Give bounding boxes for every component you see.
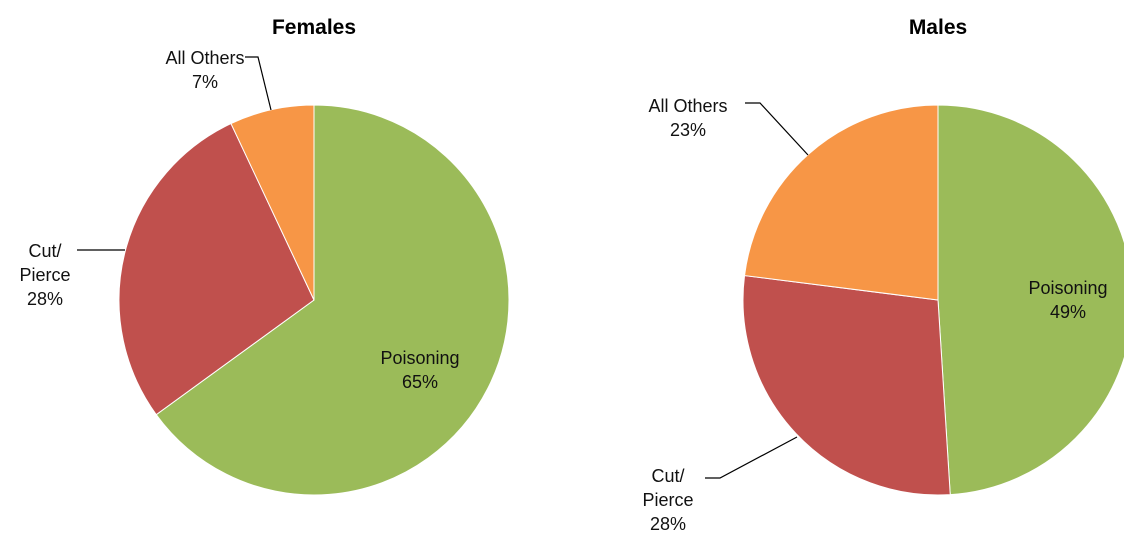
category-name: All Others	[165, 48, 245, 68]
slice-label: All Others 23%	[648, 94, 727, 142]
pie-slice	[742, 275, 951, 496]
value-label: 23%	[669, 120, 707, 140]
value-label: 28%	[649, 514, 687, 534]
pie-slice	[118, 122, 315, 416]
pie-slice	[937, 104, 1124, 496]
leader-line	[245, 56, 272, 111]
pie-slice	[743, 104, 939, 301]
slice-label: Poisoning 49%	[1028, 276, 1107, 324]
slice-label: Cut/ Pierce 28%	[15, 239, 75, 311]
leader-line	[705, 436, 798, 479]
slice-label: Poisoning 65%	[380, 346, 459, 394]
slice-label: Cut/ Pierce 28%	[638, 464, 698, 536]
value-label: 65%	[401, 372, 439, 392]
pie-slice	[155, 104, 510, 496]
chart-title: Males	[908, 16, 968, 39]
value-label: 7%	[191, 72, 218, 92]
chart-title: Females	[271, 16, 357, 39]
slice-label: All Others 7%	[165, 46, 244, 94]
leader-line	[745, 102, 809, 156]
category-name: Cut/ Pierce	[642, 466, 694, 510]
category-name: Poisoning	[1028, 278, 1108, 298]
value-label: 28%	[26, 289, 64, 309]
value-label: 49%	[1049, 302, 1087, 322]
category-name: Cut/ Pierce	[19, 241, 71, 285]
category-name: All Others	[648, 96, 728, 116]
category-name: Poisoning	[380, 348, 460, 368]
